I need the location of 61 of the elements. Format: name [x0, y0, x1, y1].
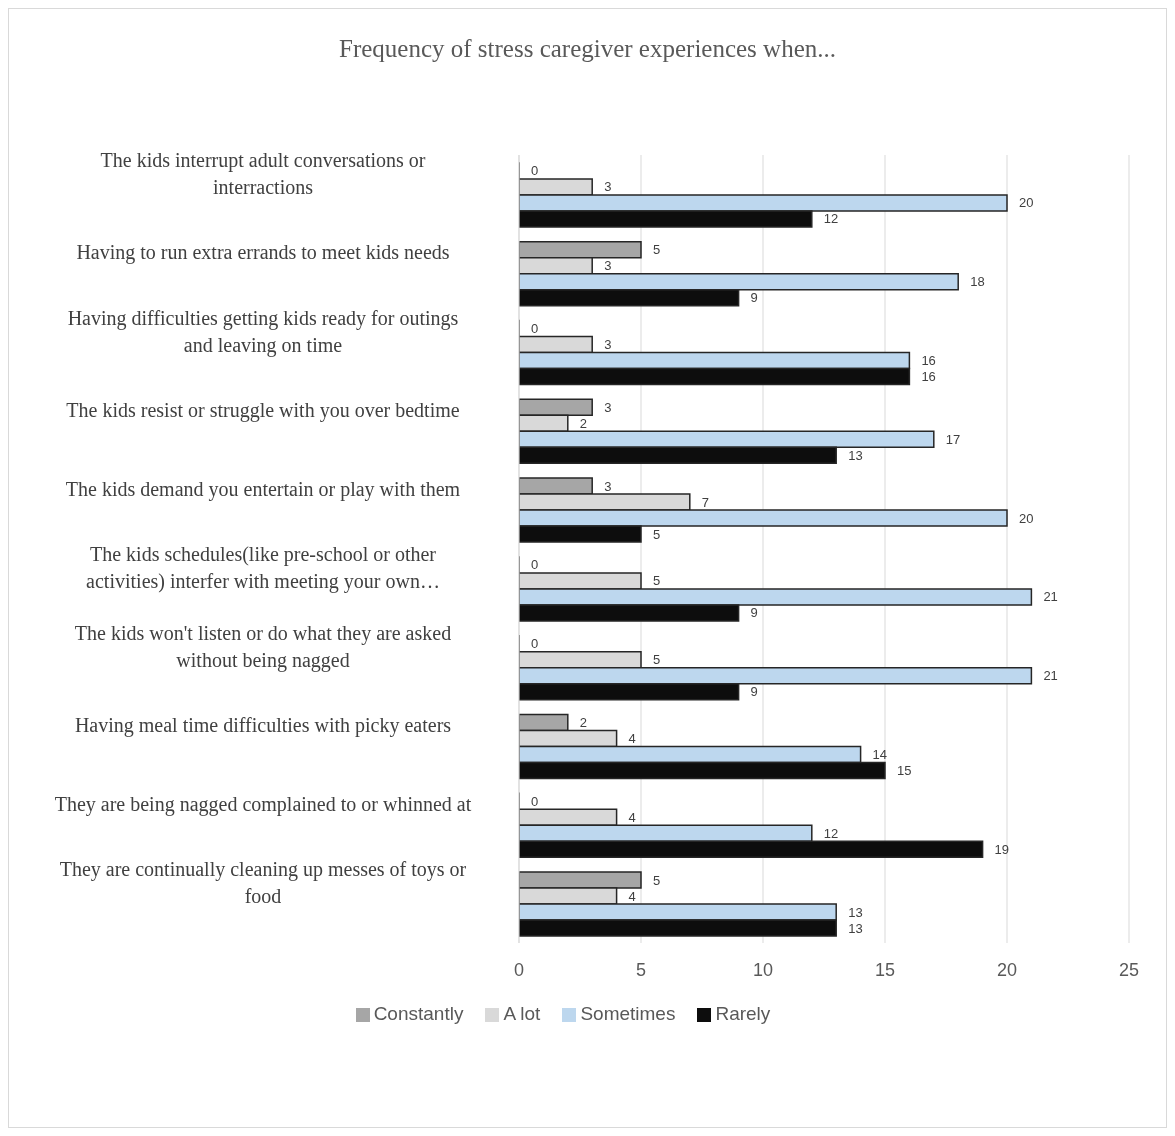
y-tick-label: Having meal time difficulties with picky eaters: [74, 714, 452, 737]
data-label: 2: [579, 415, 588, 431]
data-label: 3: [604, 399, 612, 415]
y-tick-label: The kids interrupt adult conversations or interractions: [100, 148, 426, 198]
data-label: 4: [628, 730, 636, 746]
data-label: 3: [604, 179, 612, 195]
data-label: 5: [653, 872, 661, 888]
x-tick-label: 5: [635, 959, 647, 980]
y-tick-label: The kids schedules(like pre-school or other activities) interfer with meeting your own…: [86, 542, 440, 593]
data-label: 9: [750, 290, 758, 306]
data-label: 19: [994, 841, 1010, 857]
y-tick-label: The kids demand you entertain or play with them: [65, 477, 461, 501]
legend-label: A lot: [503, 1003, 541, 1024]
y-tick-label: The kids won't listen or do what they are asked without being nagged: [74, 621, 452, 672]
data-label: 13: [848, 447, 863, 463]
data-label: 17: [945, 431, 961, 447]
legend-label: Rarely: [715, 1003, 771, 1024]
data-label: 5: [653, 242, 661, 258]
data-label: 21: [1043, 589, 1058, 605]
data-label: 18: [970, 274, 985, 290]
data-label: 14: [872, 746, 888, 762]
legend-label: Constantly: [373, 1003, 464, 1024]
data-label: 21: [1043, 668, 1058, 684]
data-label: 9: [750, 684, 758, 700]
x-tick-label: 10: [752, 959, 774, 980]
data-label: 0: [531, 320, 539, 336]
data-label: 13: [848, 920, 863, 936]
y-tick-label: They are continually cleaning up messes of toys or food: [59, 858, 467, 908]
data-label: 3: [604, 258, 612, 274]
data-label: 0: [531, 557, 539, 573]
data-label: 4: [628, 888, 636, 904]
chart-title: Frequency of stress caregiver experiences when...: [338, 34, 837, 64]
x-tick-label: 15: [874, 959, 896, 980]
y-tick-label: The kids resist or struggle with you over bedtime: [66, 398, 460, 422]
data-label: 4: [628, 809, 636, 825]
y-tick-label: Having to run extra errands to meet kids needs: [76, 241, 450, 265]
data-label: 12: [823, 825, 839, 841]
data-label: 0: [531, 636, 539, 652]
data-label: 3: [604, 478, 612, 494]
y-tick-label: Having difficulties getting kids ready for outings and leaving on time: [67, 306, 459, 357]
data-label: 13: [848, 904, 863, 920]
legend-label: Sometimes: [580, 1003, 676, 1024]
data-label: 7: [701, 494, 710, 510]
data-label: 5: [653, 652, 661, 668]
data-label: 2: [579, 714, 588, 730]
data-label: 5: [653, 526, 661, 542]
data-label: 16: [921, 368, 936, 384]
data-label: 15: [897, 762, 912, 778]
x-tick-label: 0: [513, 959, 525, 980]
data-label: 3: [604, 336, 612, 352]
data-label: 16: [921, 352, 936, 368]
y-tick-label: They are being nagged complained to or whinned at: [54, 792, 472, 816]
x-tick-label: 20: [996, 959, 1018, 980]
data-label: 0: [531, 163, 539, 179]
x-tick-label: 25: [1118, 959, 1140, 980]
data-label: 20: [1019, 195, 1034, 211]
data-label: 0: [531, 793, 539, 809]
data-label: 5: [653, 573, 661, 589]
data-label: 20: [1019, 510, 1034, 526]
data-label: 9: [750, 605, 758, 621]
data-label: 12: [823, 211, 839, 227]
